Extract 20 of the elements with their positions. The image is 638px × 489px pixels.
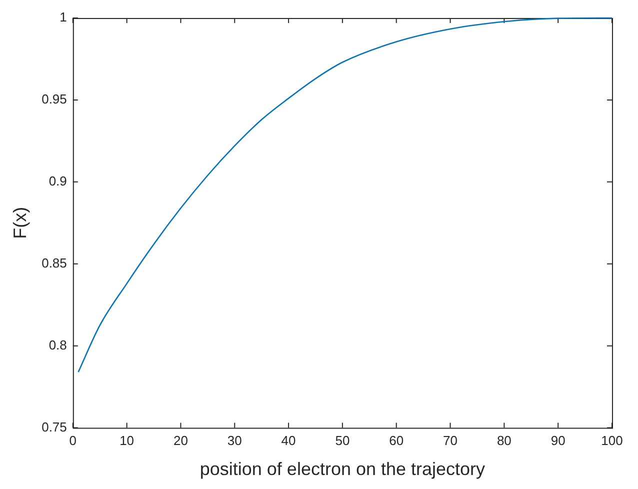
x-tick-label: 30 [227, 433, 242, 448]
x-axis-title: position of electron on the trajectory [200, 459, 486, 480]
y-tick-label: 0.75 [42, 419, 67, 434]
x-tick-label: 90 [550, 433, 566, 448]
y-tick-label: 1 [60, 10, 67, 25]
y-axis-title: F(x) [10, 206, 30, 239]
line-series [78, 17, 613, 373]
x-tick-label: 0 [69, 433, 77, 448]
y-tick-label: 0.8 [48, 337, 67, 352]
x-tick-label: 70 [443, 433, 458, 448]
y-tick-label: 0.9 [48, 174, 67, 188]
x-tick-label: 40 [281, 433, 296, 448]
x-tick-label: 50 [335, 433, 350, 448]
y-tick-label: 0.95 [42, 92, 67, 107]
x-tick-label: 20 [173, 433, 188, 448]
x-tick-label: 10 [120, 433, 134, 448]
x-tick-label: 60 [389, 433, 404, 448]
x-tick-label: 100 [601, 433, 623, 448]
y-tick-label: 0.85 [42, 255, 67, 270]
x-tick-label: 80 [496, 433, 512, 448]
